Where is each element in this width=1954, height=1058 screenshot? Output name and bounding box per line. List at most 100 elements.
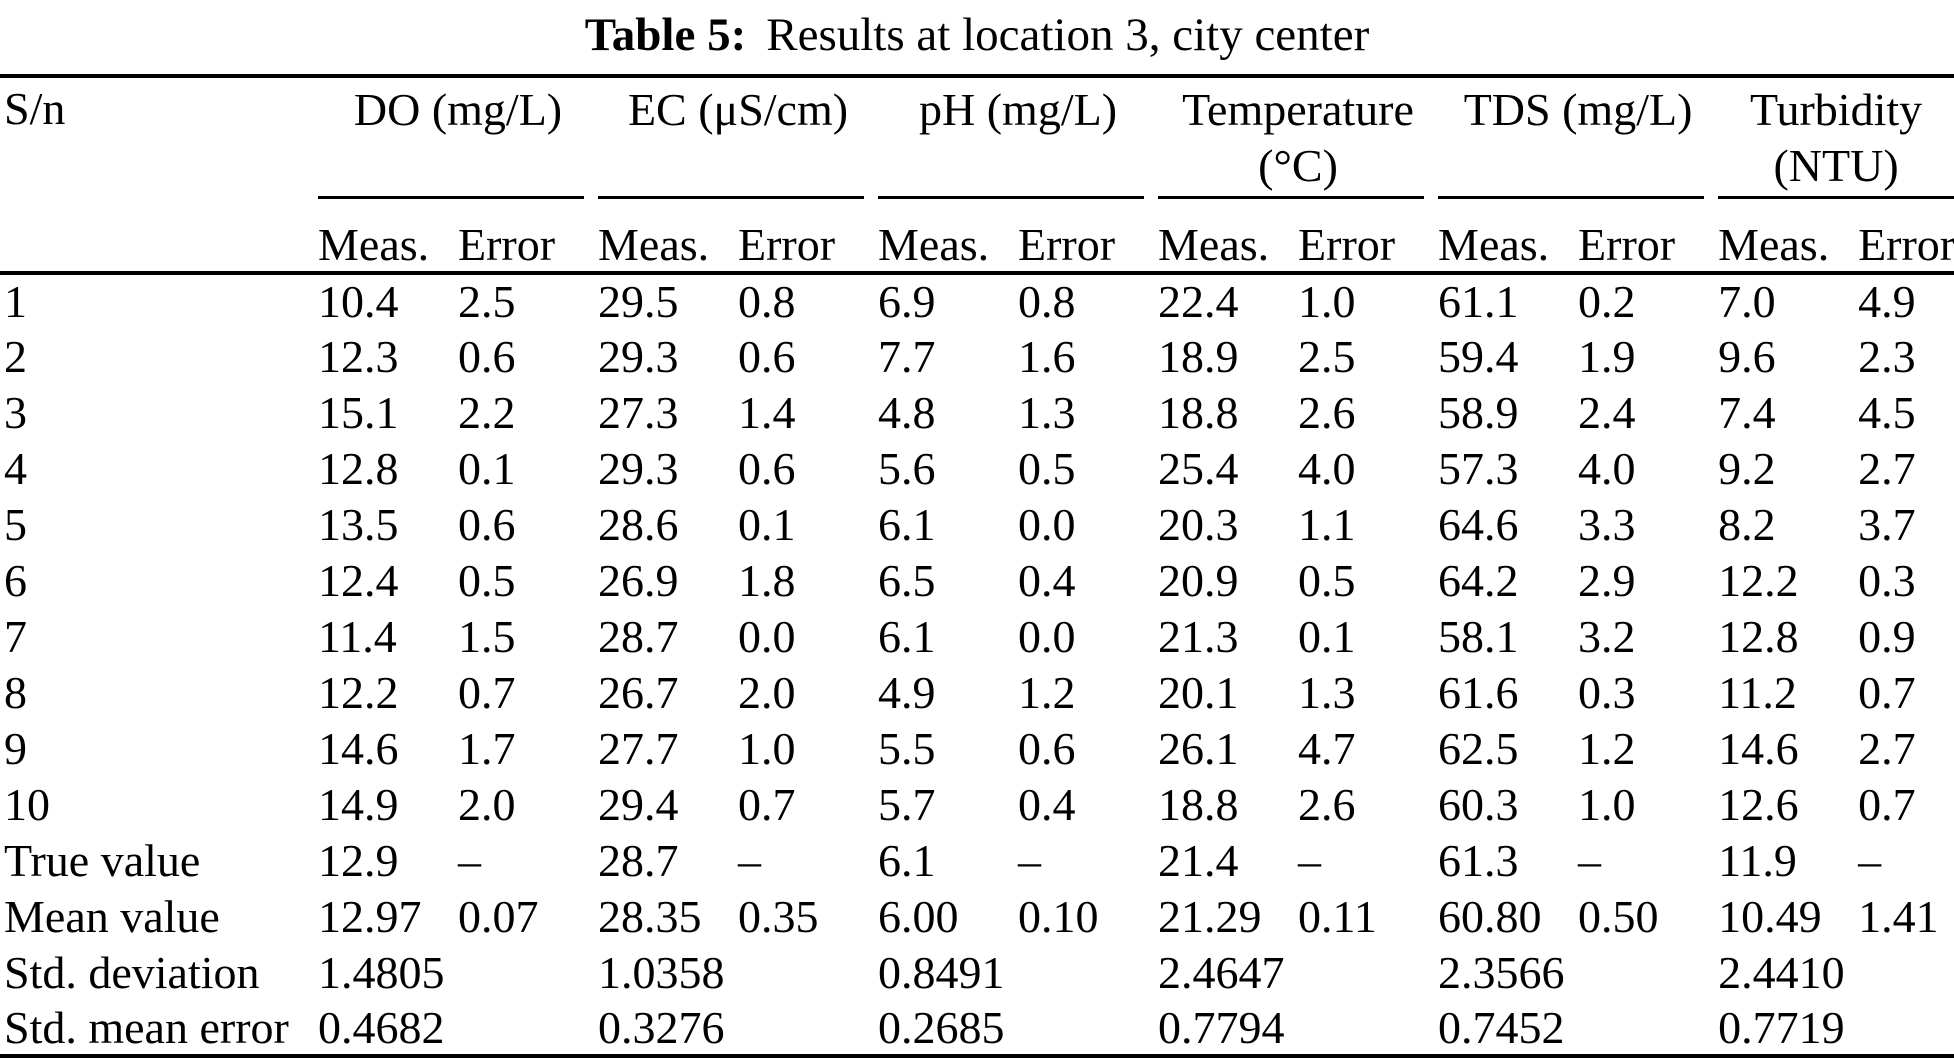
table-cell: 10.4 [318,276,399,328]
table-cell: 64.2 [1438,555,1519,607]
table-cell: 1.4805 [318,947,445,999]
group-header-tds: TDS (mg/L) [1438,76,1718,196]
table-cell: 0.7 [1858,779,1916,831]
table-cell: 0.7794 [1158,1001,1285,1053]
table-cell: 60.80 [1438,891,1542,943]
table-cell: 10.49 [1718,891,1822,943]
group-underline-row [0,195,1954,218]
table-cell: 4.9 [878,667,936,719]
table-cell: 14.6 [1718,723,1799,775]
table-cell: 4.7 [1298,723,1356,775]
table-cell: 11.4 [318,611,397,663]
table-row: Std. mean error 0.4682 0.3276 0.2685 0.7794 0… [0,1001,1954,1057]
table-cell: 15.1 [318,387,399,439]
paper-table-figure: Table 5: Results at location 3, city cent… [0,9,1954,1058]
table-cell: 61.6 [1438,667,1519,719]
table-cell: 20.3 [1158,499,1239,551]
row-label: 5 [4,499,27,551]
table-cell: 0.3 [1578,667,1636,719]
table-cell: 4.9 [1858,276,1916,328]
table-cell: 5.5 [878,723,936,775]
table-cell: – [1578,835,1602,887]
table-cell: 2.0 [738,667,796,719]
table-cell: 0.4 [1018,555,1076,607]
table-cell: 12.3 [318,331,399,383]
table-cell: 22.4 [1158,276,1239,328]
group-underline-turbidity [1718,195,1954,199]
table-cell: 0.0 [1018,611,1076,663]
table-cell: 5.7 [878,779,936,831]
table-cell: 28.6 [598,499,679,551]
row-label: 4 [4,443,27,495]
table-cell [1018,1001,1158,1057]
table-cell: 1.5 [458,611,516,663]
table-cell: 2.4647 [1158,947,1285,999]
table-cell: 28.7 [598,611,679,663]
table-cell: 1.3 [1298,667,1356,719]
table-caption-label: Table 5: [584,9,747,61]
table-cell: 0.10 [1018,891,1099,943]
table-cell: 1.4 [738,387,796,439]
subheader-error: Error [1298,217,1439,275]
table-cell: 0.7 [458,667,516,719]
table-cell: 0.4 [1018,779,1076,831]
table-cell: 1.2 [1578,723,1636,775]
group-header-row: S/n DO (mg/L) EC (μS/cm) pH (mg/L) Tempe… [0,76,1954,196]
table-cell [1298,945,1438,1001]
group-label-line1: EC (μS/cm) [627,83,849,135]
table-cell: 25.4 [1158,443,1239,495]
group-label-line1: TDS (mg/L) [1463,83,1693,135]
group-header-ec: EC (μS/cm) [598,76,878,196]
table-cell: 0.8 [1018,276,1076,328]
table-cell: 29.3 [598,331,679,383]
table-cell: 2.3566 [1438,947,1565,999]
table-row: True value 12.9 – 28.7 – 6.1 – 21.4 – 61.3 – 11.9 – [0,833,1954,889]
table-cell: 29.4 [598,779,679,831]
table-cell: 62.5 [1438,723,1519,775]
subheader-error: Error [1578,217,1719,275]
group-label-line1: DO (mg/L) [353,83,563,135]
table-cell: 1.0 [738,723,796,775]
group-header-ph: pH (mg/L) [878,76,1158,196]
table-row: Std. deviation 1.4805 1.0358 0.8491 2.4647 2.… [0,945,1954,1001]
table-cell: 12.8 [1718,611,1799,663]
table-cell [738,945,878,1001]
table-cell: 2.6 [1298,779,1356,831]
table-cell: 11.2 [1718,667,1797,719]
subheader-meas: Meas. [1718,217,1859,275]
table-cell: 0.50 [1578,891,1659,943]
table-cell: 1.0 [1578,779,1636,831]
table-cell: 1.3 [1018,387,1076,439]
table-cell: 1.8 [738,555,796,607]
table-cell: 0.8491 [878,947,1005,999]
table-cell: 0.8 [738,276,796,328]
table-row: 3 15.1 2.2 27.3 1.4 4.8 1.3 18.8 2.6 58.9 2.4 7.4 4.… [0,385,1954,441]
table-cell: 3.3 [1578,499,1636,551]
table-cell: 58.9 [1438,387,1519,439]
subheader-meas: Meas. [878,217,1019,275]
table-cell: 14.6 [318,723,399,775]
table-cell: 0.0 [738,611,796,663]
table-cell: 26.7 [598,667,679,719]
table-cell: 0.6 [458,331,516,383]
table-cell: 6.1 [878,835,936,887]
group-underline-do [318,195,584,199]
table-cell: 5.6 [878,443,936,495]
subheader-meas: Meas. [318,217,458,275]
group-underline-spacer [0,196,318,218]
table-cell: – [738,835,761,887]
row-label: 10 [4,779,50,831]
row-label: 2 [4,331,27,383]
table-cell: – [1858,835,1882,887]
subheader-row: Meas. Error Meas. Error Meas. Error Meas… [0,217,1954,275]
table-cell: 21.4 [1158,835,1239,887]
table-body: 1 10.4 2.5 29.5 0.8 6.9 0.8 22.4 1.0 61.1 0.2 7.0 4.… [0,273,1954,1057]
table-cell: 7.0 [1718,276,1776,328]
table-cell: 2.4 [1578,387,1636,439]
subheader-meas: Meas. [1158,217,1299,275]
group-label-line1: Temperature [1182,83,1414,135]
table-cell: 0.5 [1018,443,1076,495]
table-cell: 58.1 [1438,611,1519,663]
table-cell: 0.1 [738,499,796,551]
table-cell: 0.4682 [318,1001,445,1053]
